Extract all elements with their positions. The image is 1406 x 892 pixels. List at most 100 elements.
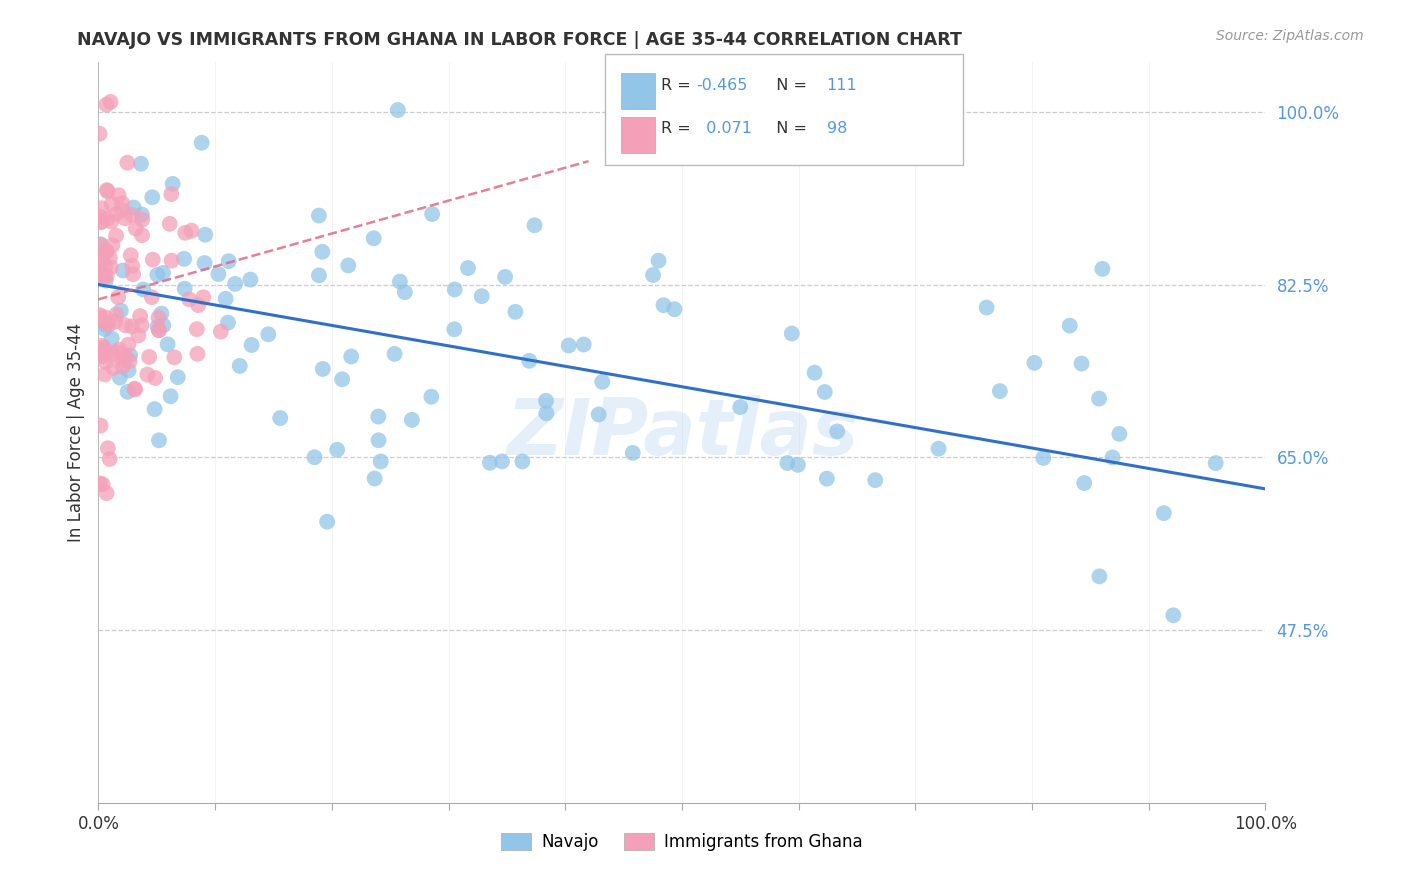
Point bbox=[363, 471, 385, 485]
Point bbox=[311, 244, 333, 259]
Point bbox=[240, 338, 263, 352]
Point bbox=[512, 454, 534, 468]
Point bbox=[131, 208, 153, 222]
Point bbox=[90, 339, 112, 353]
Point bbox=[94, 322, 117, 336]
Point bbox=[117, 384, 139, 399]
Point bbox=[107, 345, 129, 359]
Point bbox=[111, 263, 134, 277]
Point bbox=[363, 231, 385, 245]
Point bbox=[1059, 318, 1081, 333]
Point bbox=[110, 303, 132, 318]
Point bbox=[96, 97, 118, 112]
Point bbox=[90, 349, 112, 363]
Point bbox=[98, 452, 121, 467]
Point bbox=[471, 289, 494, 303]
Point bbox=[96, 316, 118, 330]
Point bbox=[129, 309, 152, 323]
Point bbox=[825, 425, 848, 439]
Point bbox=[108, 370, 131, 384]
Point bbox=[1070, 357, 1092, 371]
Point bbox=[523, 219, 546, 233]
Point bbox=[186, 347, 208, 361]
Point bbox=[420, 207, 443, 221]
Point bbox=[1153, 506, 1175, 520]
Point bbox=[786, 458, 808, 472]
Point bbox=[121, 208, 143, 222]
Point bbox=[97, 184, 120, 198]
Point bbox=[443, 322, 465, 336]
Point bbox=[865, 473, 887, 487]
Point bbox=[652, 298, 675, 312]
Text: R =: R = bbox=[661, 121, 696, 136]
Point bbox=[457, 261, 479, 276]
Point bbox=[91, 342, 114, 356]
Point bbox=[814, 384, 837, 399]
Point bbox=[209, 325, 232, 339]
Point bbox=[138, 350, 160, 364]
Point bbox=[141, 290, 163, 304]
Point bbox=[136, 368, 159, 382]
Text: 111: 111 bbox=[827, 78, 858, 93]
Point bbox=[269, 411, 291, 425]
Text: N =: N = bbox=[766, 78, 813, 93]
Point bbox=[1108, 426, 1130, 441]
Point bbox=[96, 244, 118, 259]
Point bbox=[89, 256, 111, 270]
Point bbox=[384, 347, 406, 361]
Point bbox=[340, 350, 363, 364]
Point bbox=[105, 308, 128, 322]
Point bbox=[114, 318, 136, 333]
Point bbox=[141, 190, 163, 204]
Point bbox=[107, 290, 129, 304]
Point bbox=[90, 237, 112, 252]
Point bbox=[218, 254, 240, 268]
Y-axis label: In Labor Force | Age 35-44: In Labor Force | Age 35-44 bbox=[66, 323, 84, 542]
Point bbox=[105, 207, 128, 221]
Text: N =: N = bbox=[766, 121, 813, 136]
Point bbox=[121, 319, 143, 334]
Point bbox=[120, 248, 142, 262]
Point bbox=[97, 318, 120, 332]
Point bbox=[330, 372, 353, 386]
Point bbox=[142, 252, 165, 267]
Point bbox=[229, 359, 252, 373]
Point bbox=[174, 226, 197, 240]
Point bbox=[162, 177, 184, 191]
Point bbox=[131, 318, 153, 333]
Point bbox=[132, 283, 155, 297]
Point bbox=[111, 352, 134, 367]
Point bbox=[239, 272, 262, 286]
Point bbox=[93, 368, 115, 382]
Point bbox=[89, 127, 111, 141]
Point bbox=[89, 237, 111, 252]
Point bbox=[122, 201, 145, 215]
Point bbox=[103, 360, 125, 375]
Point bbox=[91, 349, 114, 363]
Point bbox=[1024, 356, 1046, 370]
Point bbox=[534, 393, 557, 408]
Point bbox=[94, 274, 117, 288]
Point bbox=[118, 354, 141, 368]
Point bbox=[572, 337, 595, 351]
Point bbox=[91, 249, 114, 263]
Point bbox=[143, 402, 166, 417]
Point bbox=[159, 389, 181, 403]
Point bbox=[129, 156, 152, 170]
Point bbox=[96, 244, 118, 258]
Point bbox=[148, 323, 170, 337]
Point bbox=[443, 282, 465, 296]
Point bbox=[173, 252, 195, 266]
Point bbox=[179, 293, 201, 307]
Point bbox=[166, 370, 188, 384]
Point bbox=[1088, 392, 1111, 406]
Point bbox=[160, 253, 183, 268]
Point bbox=[124, 383, 146, 397]
Point bbox=[207, 267, 229, 281]
Point bbox=[148, 434, 170, 448]
Point bbox=[148, 310, 170, 325]
Point bbox=[89, 308, 111, 322]
Point bbox=[91, 268, 114, 283]
Point bbox=[367, 409, 389, 424]
Point bbox=[387, 103, 409, 117]
